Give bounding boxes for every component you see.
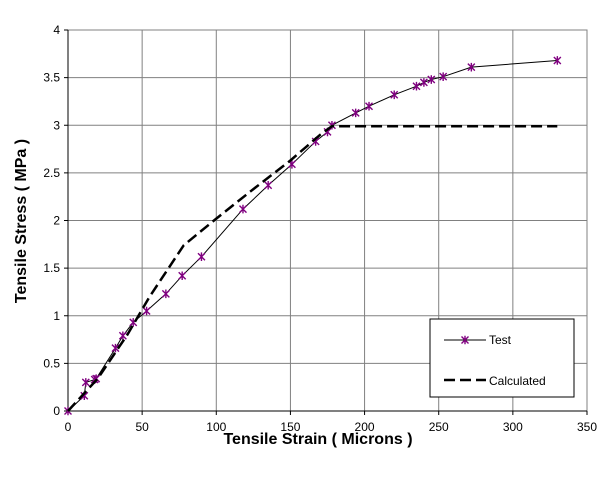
y-tick-label: 2 [53, 214, 60, 228]
legend: Test Calculated [429, 318, 575, 398]
data-point [142, 306, 151, 316]
y-tick-label: 3 [53, 118, 60, 132]
data-point [178, 271, 187, 281]
data-point [197, 252, 206, 261]
data-point [390, 90, 399, 100]
y-tick-label: 1.5 [43, 261, 60, 275]
data-point [111, 343, 120, 353]
y-tick-label: 3.5 [43, 71, 60, 85]
data-point [419, 78, 428, 87]
x-tick-label: 350 [577, 420, 597, 434]
series-line-calculated [67, 124, 558, 412]
data-point [365, 101, 374, 111]
series [64, 56, 562, 416]
x-tick-label: 250 [429, 420, 449, 434]
x-axis-title: Tensile Strain ( Microns ) [223, 431, 412, 448]
data-point [161, 289, 170, 299]
data-point [264, 180, 273, 190]
y-tick-label: 1 [53, 309, 60, 323]
x-tick-label: 200 [355, 420, 375, 434]
tick-labels: 0 50 100 150 200 250 300 350 0 0.5 1 1.5 2 2.5 3 3.5 4 [43, 23, 597, 434]
data-point [427, 75, 436, 84]
legend-star-icon [461, 335, 469, 345]
data-point [351, 108, 360, 118]
legend-box [429, 318, 575, 398]
data-point [467, 62, 476, 72]
data-point [81, 378, 90, 387]
legend-label-test: Test [489, 333, 512, 347]
y-tick-label: 2.5 [43, 166, 60, 180]
legend-item-test: Test [444, 333, 512, 347]
y-axis-title: Tensile Stress ( MPa ) [13, 139, 30, 303]
y-tick-label: 0.5 [43, 356, 60, 370]
x-tick-label: 100 [206, 420, 226, 434]
legend-item-calculated: Calculated [444, 374, 546, 388]
axes [64, 29, 588, 415]
x-tick-label: 0 [65, 420, 72, 434]
legend-marker-test-icon [461, 335, 469, 345]
x-tick-label: 300 [503, 420, 523, 434]
legend-label-calculated: Calculated [489, 374, 546, 388]
y-tick-label: 0 [53, 404, 60, 418]
data-point [439, 72, 448, 81]
data-point [238, 204, 247, 214]
data-point [412, 81, 421, 91]
x-tick-label: 50 [135, 420, 149, 434]
data-point [118, 331, 127, 341]
y-tick-label: 4 [53, 23, 60, 37]
data-point [553, 56, 562, 65]
x-tick-label: 150 [280, 420, 300, 434]
